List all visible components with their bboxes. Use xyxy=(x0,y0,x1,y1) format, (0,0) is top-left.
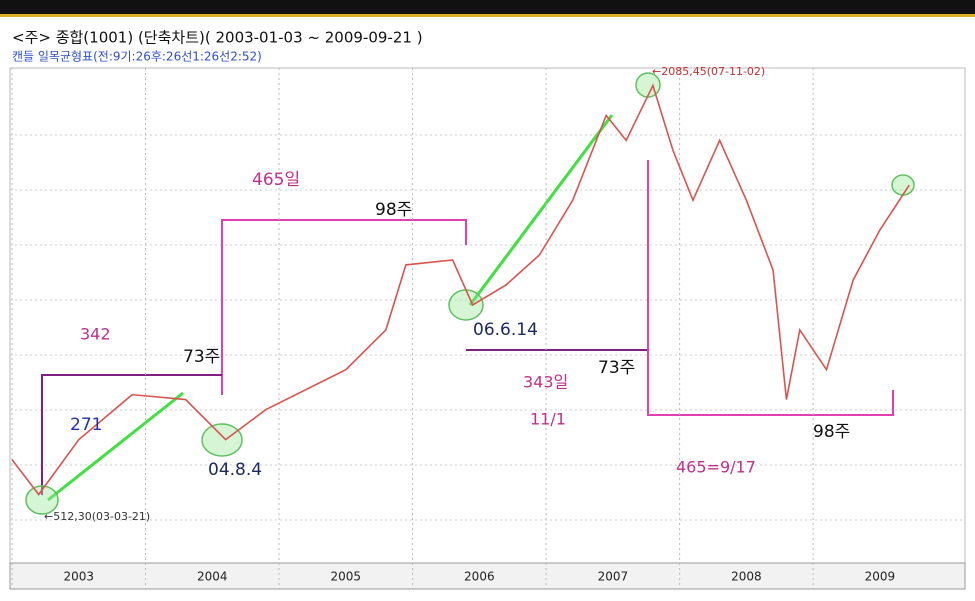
annotation: 04.8.4 xyxy=(208,460,262,480)
annotation: 73주 xyxy=(598,358,635,378)
x-tick-label: 2006 xyxy=(464,570,495,584)
annotation: 73주 xyxy=(183,347,220,367)
annotation: 11/1 xyxy=(530,410,566,429)
annotation: 98주 xyxy=(375,200,412,220)
x-tick-label: 2004 xyxy=(197,570,228,584)
top-bar xyxy=(0,0,975,14)
chart-title: <주> 종합(1001) (단축차트)( 2003-01-03 ~ 2009-0… xyxy=(12,29,423,47)
annotation: ←2085,45(07-11-02) xyxy=(652,65,765,78)
chart-subtitle: 캔들 일목균형표(전:9기:26후:26선1:26선2:52) xyxy=(12,50,262,64)
annotation: 343일 xyxy=(523,373,568,392)
annotation: 98주 xyxy=(813,422,850,442)
annotation: 342 xyxy=(80,325,111,344)
annotation: 465=9/17 xyxy=(676,458,756,477)
annotation: ←512,30(03-03-21) xyxy=(44,510,150,523)
background-grid xyxy=(10,134,965,521)
plot-area xyxy=(9,67,966,564)
hand-annotations xyxy=(25,72,915,515)
top-bar-line xyxy=(0,14,975,17)
x-axis-band xyxy=(9,562,966,590)
price-line xyxy=(11,83,910,496)
annotation: 06.6.14 xyxy=(473,320,538,340)
annotation: 465일 xyxy=(252,170,300,190)
x-tick-label: 2007 xyxy=(598,570,629,584)
annotation: 271 xyxy=(70,415,102,435)
x-tick-label: 2009 xyxy=(865,570,896,584)
x-tick-label: 2005 xyxy=(331,570,362,584)
x-tick-label: 2003 xyxy=(63,570,94,584)
x-tick-label: 2008 xyxy=(731,570,762,584)
